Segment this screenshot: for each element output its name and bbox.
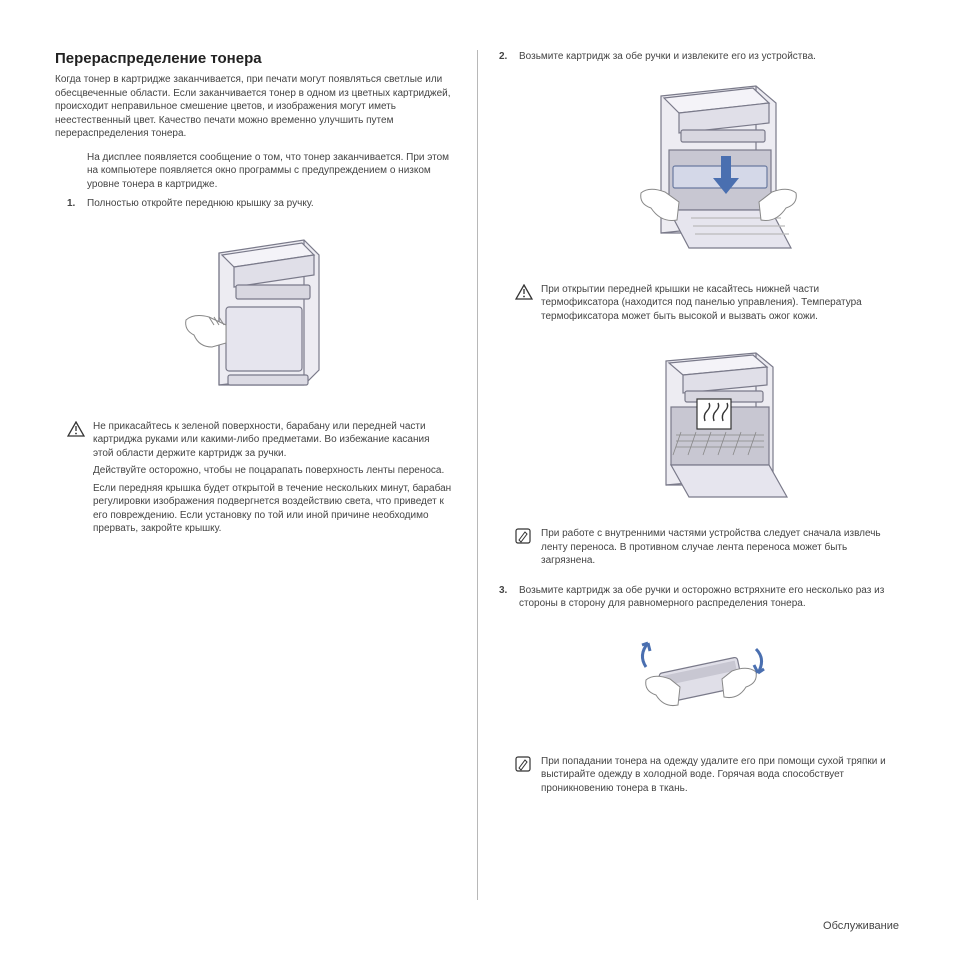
note-icon <box>515 528 533 572</box>
figure-hot-area <box>503 347 899 507</box>
caution-left-p2: Действуйте осторожно, чтобы не поцарапат… <box>93 464 452 478</box>
caution-right-1-text: При открытии передней крышки не касайтес… <box>541 283 899 324</box>
step-3: 2. Возьмите картридж за обе ручки и извл… <box>519 50 899 64</box>
step-2-text: Полностью откройте переднюю крышку за ру… <box>87 198 314 209</box>
step-3-text: Возьмите картридж за обе ручки и извлеки… <box>519 51 816 62</box>
footer-label: Обслуживание <box>823 920 899 932</box>
step-1: На дисплее появляется сообщение о том, ч… <box>87 151 452 192</box>
intro-text: Когда тонер в картридже заканчивается, п… <box>55 73 452 141</box>
caution-right-1: При открытии передней крышки не касайтес… <box>503 283 899 328</box>
step-2-num: 1. <box>67 197 75 211</box>
figure-open-cover <box>55 225 452 400</box>
warning-icon <box>515 284 533 328</box>
step-2: 1. Полностью откройте переднюю крышку за… <box>87 197 452 211</box>
caution-left: Не прикасайтесь к зеленой поверхности, б… <box>55 420 452 540</box>
note-right-2: При попадании тонера на одежду удалите е… <box>503 755 899 800</box>
figure-shake <box>503 625 899 735</box>
caution-left-p1: Не прикасайтесь к зеленой поверхности, б… <box>93 420 452 461</box>
step-4-num: 3. <box>499 584 507 598</box>
warning-icon <box>67 421 85 540</box>
step-3-num: 2. <box>499 50 507 64</box>
note-icon <box>515 756 533 800</box>
step-4-text: Возьмите картридж за обе ручки и осторож… <box>519 585 884 610</box>
note-right-1: При работе с внутренними частями устройс… <box>503 527 899 572</box>
figure-remove-cartridge <box>503 78 899 263</box>
note-right-2-text: При попадании тонера на одежду удалите е… <box>541 755 899 796</box>
step-4: 3. Возьмите картридж за обе ручки и осто… <box>519 584 899 611</box>
section-title: Перераспределение тонера <box>55 50 452 67</box>
caution-left-p3: Если передняя крышка будет открытой в те… <box>93 482 452 536</box>
note-right-1-text: При работе с внутренними частями устройс… <box>541 527 899 568</box>
step-1-text: На дисплее появляется сообщение о том, ч… <box>87 152 449 190</box>
